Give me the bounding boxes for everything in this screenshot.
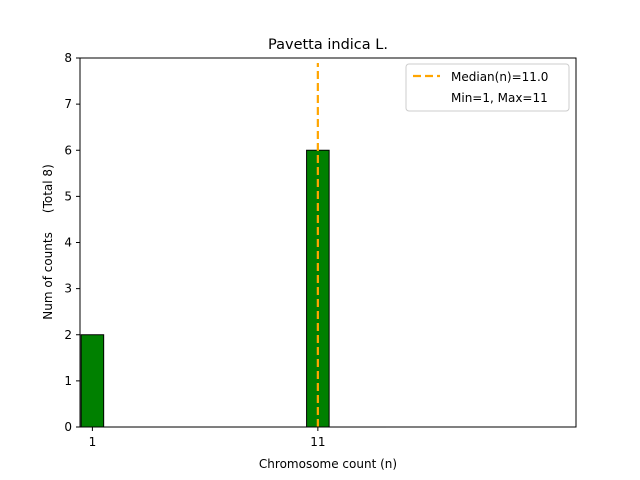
y-tick-label: 7 <box>64 97 72 111</box>
y-tick-label: 1 <box>64 374 72 388</box>
y-tick-label: 8 <box>64 51 72 65</box>
x-tick-label: 1 <box>89 435 97 449</box>
y-ticks: 0 1 2 3 4 5 6 7 8 <box>64 51 80 434</box>
legend-box <box>405 63 570 112</box>
legend-entry-median: Median(n)=11.0 <box>451 70 548 84</box>
y-tick-label: 6 <box>64 143 72 157</box>
y-tick-label: 3 <box>64 282 72 296</box>
y-tick-label: 5 <box>64 189 72 203</box>
chart-title: Pavetta indica L. <box>268 37 388 53</box>
y-axis-label: Num of counts (Total 8) <box>41 164 55 319</box>
histogram-bar <box>80 334 105 428</box>
y-tick-label: 4 <box>64 236 72 250</box>
x-tick-label: 11 <box>310 435 325 449</box>
bars-group <box>80 149 386 428</box>
legend-entry-min-max: Min=1, Max=11 <box>451 91 548 105</box>
x-ticks: 1 11 <box>89 427 325 449</box>
x-axis-label: Chromosome count (n) <box>259 457 397 471</box>
y-tick-label: 0 <box>64 420 72 434</box>
legend: Median(n)=11.0 Min=1, Max=11 <box>405 63 570 112</box>
y-tick-label: 2 <box>64 328 72 342</box>
